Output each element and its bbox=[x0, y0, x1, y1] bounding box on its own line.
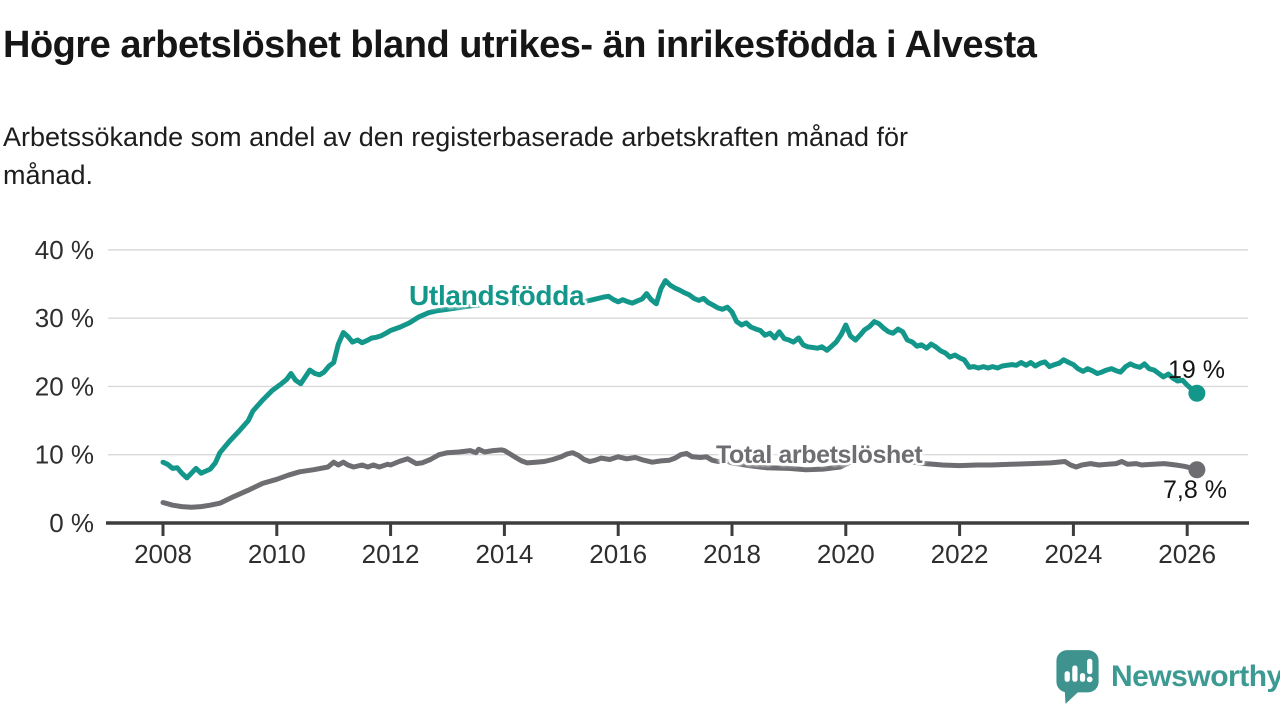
y-tick-label-0: 0 % bbox=[49, 508, 94, 538]
series-label-utlandsfodda: Utlandsfödda bbox=[409, 280, 585, 311]
chart-subtitle-line2: månad. bbox=[3, 160, 94, 191]
series-end-dot-1 bbox=[1188, 461, 1206, 479]
series-label-total-arbetsloshet: Total arbetslöshet bbox=[716, 441, 923, 469]
x-tick-label-2024: 2024 bbox=[1044, 539, 1102, 569]
newsworthy-logo-icon bbox=[1056, 650, 1099, 704]
series-end-dot-0 bbox=[1188, 384, 1206, 402]
chart-title: Högre arbetslöshet bland utrikes- än inr… bbox=[3, 24, 1037, 66]
x-tick-label-2022: 2022 bbox=[931, 539, 989, 569]
chart-subtitle-line1: Arbetssökande som andel av den registerb… bbox=[3, 122, 909, 152]
x-tick-label-2018: 2018 bbox=[703, 539, 761, 569]
series-line-1 bbox=[160, 446, 1200, 510]
y-tick-label-30: 30 % bbox=[35, 303, 94, 333]
x-tick-label-2010: 2010 bbox=[248, 539, 306, 569]
newsworthy-logo-text: Newsworthy bbox=[1111, 660, 1280, 693]
x-tick-label-2026: 2026 bbox=[1158, 539, 1216, 569]
x-tick-label-2012: 2012 bbox=[362, 539, 420, 569]
series-line-0 bbox=[160, 278, 1200, 481]
end-value-label-utlandsfodda: 19 % bbox=[1168, 356, 1225, 384]
newsworthy-logo: Newsworthy bbox=[1055, 648, 1280, 706]
x-tick-label-2016: 2016 bbox=[589, 539, 647, 569]
x-tick-label-2008: 2008 bbox=[134, 539, 192, 569]
y-tick-label-20: 20 % bbox=[35, 371, 94, 401]
end-value-label-total: 7,8 % bbox=[1163, 476, 1227, 504]
y-tick-label-40: 40 % bbox=[35, 235, 94, 265]
x-tick-label-2014: 2014 bbox=[475, 539, 533, 569]
y-tick-label-10: 10 % bbox=[35, 440, 94, 470]
chart-subtitle: Arbetssökande som andel av den registerb… bbox=[3, 118, 1223, 195]
x-tick-label-2020: 2020 bbox=[817, 539, 875, 569]
